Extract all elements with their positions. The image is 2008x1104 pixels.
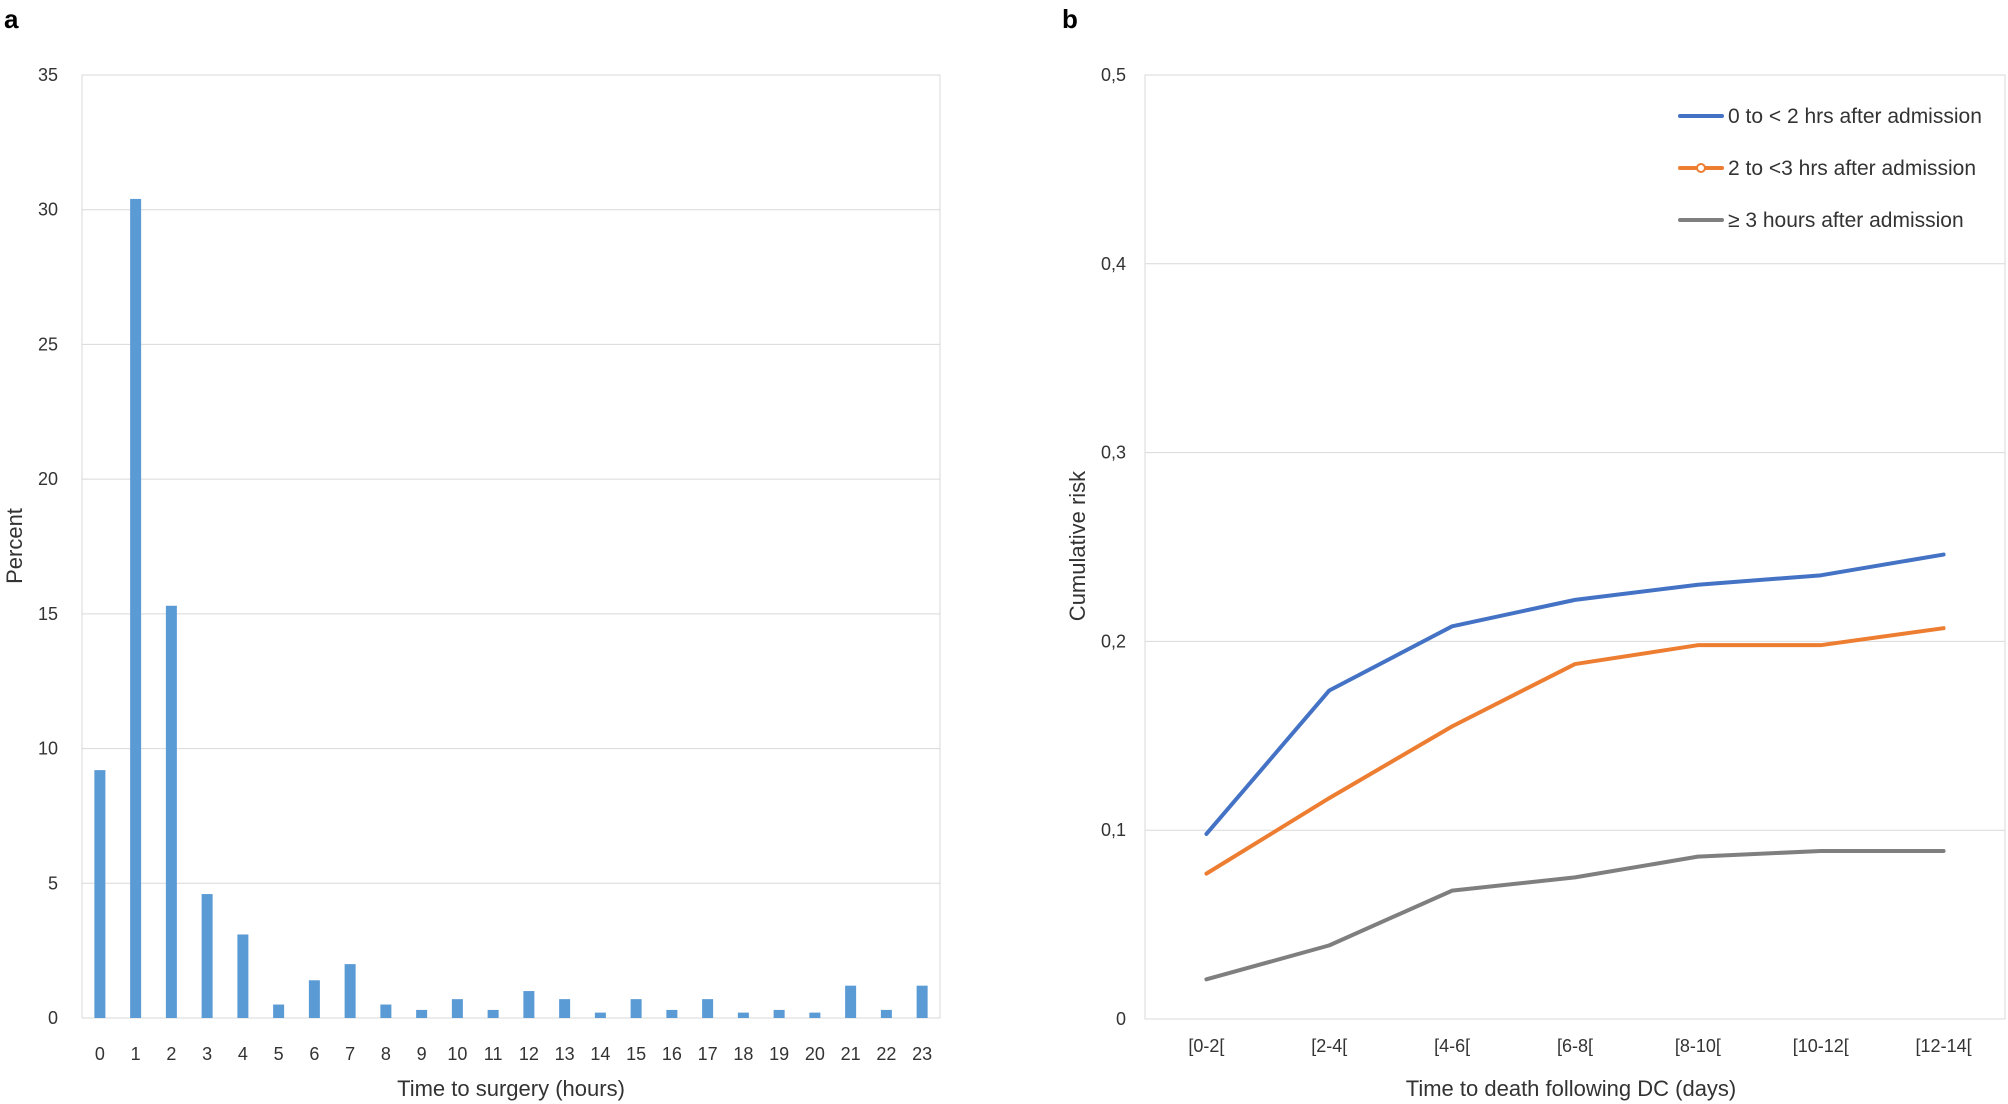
x-tick-label: 1 [131,1044,141,1064]
series-line [1204,848,1946,982]
series-line [1204,626,1946,876]
x-tick-label: 6 [309,1044,319,1064]
bar [702,999,714,1018]
y-tick-label: 20 [38,469,58,489]
y-tick-label: 0,3 [1101,443,1126,463]
x-tick-label: 21 [841,1044,861,1064]
y-tick-label: 15 [38,604,58,624]
x-tick-label: 11 [484,1044,503,1064]
legend-marker [1696,163,1706,173]
x-tick-label: 18 [733,1044,753,1064]
x-tick-label: [12-14[ [1916,1036,1972,1056]
bar [308,980,320,1018]
bar [737,1012,749,1018]
y-tick-label: 0,1 [1101,820,1126,840]
x-tick-label: 16 [662,1044,682,1064]
bar [416,1009,428,1018]
x-tick-label: [2-4[ [1311,1036,1347,1056]
x-tick-label: 3 [202,1044,212,1064]
legend-label: ≥ 3 hours after admission [1728,209,1964,232]
y-tick-label: 5 [48,873,58,893]
bar [666,1009,678,1018]
y-tick-label: 25 [38,334,58,354]
x-tick-label: 19 [769,1044,789,1064]
panel-b-x-tick-labels: [0-2[ [2-4[ [4-6[ [6-8[ [8-10[ [10-12[ [12-14[ [1188,1036,1971,1056]
bar [594,1012,606,1018]
bar [916,985,928,1018]
y-tick-label: 0 [48,1008,58,1028]
bar [773,1009,785,1018]
x-tick-label: 14 [590,1044,610,1064]
panel-a-plot-frame [81,74,941,1019]
x-tick-label: 5 [274,1044,284,1064]
y-tick-label: 0,4 [1101,254,1126,274]
y-tick-label: 0 [1116,1009,1126,1029]
series-line [1204,552,1946,836]
bar [130,198,142,1019]
legend-label: 2 to <3 hrs after admission [1728,157,1976,180]
bar [273,1004,285,1018]
panel-b-legend: 0 to < 2 hrs after admission 2 to <3 hrs … [1678,105,1982,232]
legend-label: 0 to < 2 hrs after admission [1728,105,1982,128]
panel-a-gridlines [82,74,940,1019]
x-tick-label: 9 [417,1044,427,1064]
x-tick-label: [8-10[ [1675,1036,1721,1056]
bar [809,1012,821,1018]
bar [845,985,857,1018]
x-tick-label: [4-6[ [1434,1036,1470,1056]
bar [523,991,535,1018]
y-tick-label: 0,2 [1101,631,1126,651]
panel-a-x-tick-labels: 0 1 2 3 4 5 6 7 8 9 10 11 12 13 14 15 16 17 18 19 20 21 22 23 [95,1044,932,1064]
x-tick-label: 7 [345,1044,355,1064]
bar [880,1009,892,1018]
panel-a-x-axis-title: Time to surgery (hours) [397,1076,625,1101]
x-tick-label: [0-2[ [1188,1036,1224,1056]
panel-b-series-lines [1204,552,1946,982]
x-tick-label: 15 [626,1044,646,1064]
y-tick-label: 30 [38,200,58,220]
panel-a-y-tick-labels: 0 5 10 15 20 25 30 35 [38,65,58,1028]
panel-b-y-axis-title: Cumulative risk [1065,470,1090,621]
y-tick-label: 0,5 [1101,65,1126,85]
x-tick-label: [6-8[ [1557,1036,1593,1056]
y-tick-label: 35 [38,65,58,85]
x-tick-label: 12 [519,1044,539,1064]
y-tick-label: 10 [38,739,58,759]
bar [559,999,571,1018]
bar [487,1009,499,1018]
x-tick-label: [10-12[ [1793,1036,1849,1056]
panel-b-label: b [1062,4,1078,34]
bar [94,770,106,1018]
x-tick-label: 2 [166,1044,176,1064]
bar [380,1004,392,1018]
bar [165,605,177,1018]
x-tick-label: 13 [555,1044,575,1064]
bar [344,964,356,1018]
panel-a-label: a [4,4,19,34]
x-tick-label: 4 [238,1044,248,1064]
bar [630,999,642,1018]
panel-b-y-tick-labels: 0 0,1 0,2 0,3 0,4 0,5 [1101,65,1126,1029]
panel-a-bars [94,198,928,1019]
bar [237,934,249,1018]
x-tick-label: 22 [876,1044,896,1064]
bar [201,894,213,1018]
panel-b-x-axis-title: Time to death following DC (days) [1406,1076,1737,1101]
x-tick-label: 20 [805,1044,825,1064]
x-tick-label: 17 [698,1044,718,1064]
x-tick-label: 10 [447,1044,467,1064]
x-tick-label: 8 [381,1044,391,1064]
bar [451,999,463,1018]
panel-b-gridlines [1145,74,2005,1020]
x-tick-label: 23 [912,1044,932,1064]
panel-b-line-chart: b 00,10,20,30,40,5 [0-2[[2-4[[4-6[[6-8[[… [1062,4,2006,1101]
x-tick-label: 0 [95,1044,105,1064]
panel-a-y-axis-title: Percent [2,508,27,584]
